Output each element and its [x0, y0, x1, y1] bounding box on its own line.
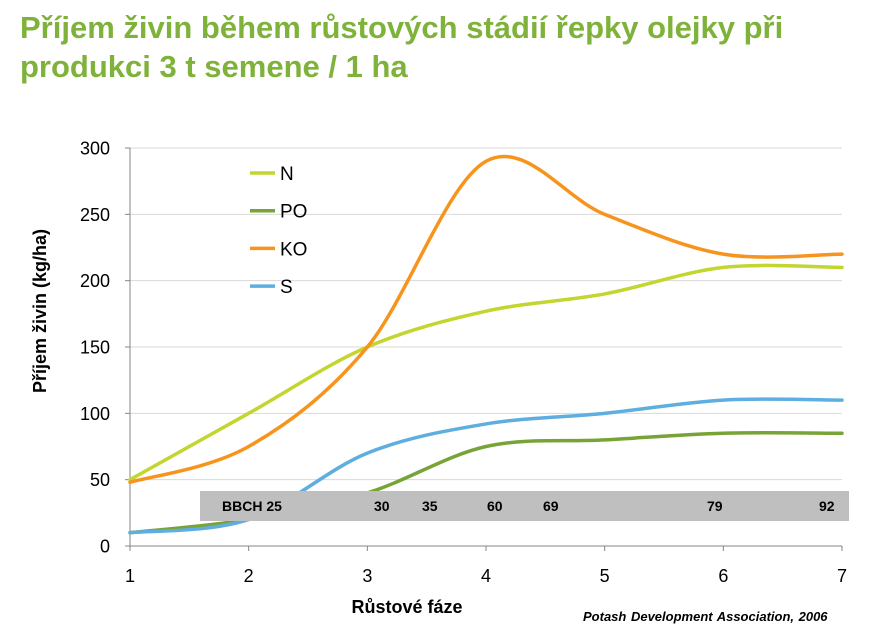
- x-tick-label: 4: [481, 566, 491, 586]
- gridlines: [130, 147, 842, 481]
- bbch-stage-label: 30: [374, 498, 390, 514]
- series-line-n: [128, 263, 844, 482]
- bbch-band: BBCH 25 30 35 60 69 79 92: [200, 491, 849, 521]
- x-tick-label: 5: [600, 566, 610, 586]
- y-tick-label: 200: [80, 271, 110, 291]
- x-tick-label: 3: [362, 566, 372, 586]
- y-tick-label: 0: [100, 537, 110, 557]
- y-tick-label: 150: [80, 338, 110, 358]
- series-lines: [128, 154, 844, 535]
- x-tick-label: 2: [244, 566, 254, 586]
- y-tick-label: 100: [80, 404, 110, 424]
- bbch-stage-label: BBCH 25: [222, 498, 282, 514]
- bbch-band-bar: [200, 491, 849, 521]
- y-axis-title: Příjem živin (kg/ha): [30, 229, 50, 393]
- bbch-stage-label: 60: [487, 498, 503, 514]
- bbch-stage-label: 69: [543, 498, 559, 514]
- x-tick-label: 1: [125, 566, 135, 586]
- bbch-stage-label: 35: [422, 498, 438, 514]
- axis-titles: Růstové fáze Příjem živin (kg/ha): [30, 229, 463, 617]
- series-line-ko: [128, 154, 844, 485]
- legend-label: S: [280, 277, 293, 298]
- bbch-stage-label: 92: [819, 498, 835, 514]
- legend-label: N: [280, 164, 294, 185]
- legend: N PO KO S: [250, 164, 307, 298]
- y-tick-label: 250: [80, 205, 110, 225]
- x-tick-label: 7: [837, 566, 847, 586]
- axes: 0 50 100 150 200 250 300 1 2 3 4 5 6 7: [80, 139, 847, 587]
- x-tick-label: 6: [718, 566, 728, 586]
- x-axis-title: Růstové fáze: [351, 597, 462, 617]
- bbch-stage-label: 79: [707, 498, 723, 514]
- legend-item-s: S: [250, 277, 293, 298]
- legend-item-ko: KO: [250, 239, 307, 260]
- source-note: Potash Development Association, 2006: [583, 609, 828, 624]
- legend-item-po: PO: [250, 202, 307, 223]
- legend-item-n: N: [250, 164, 294, 185]
- y-tick-label: 50: [90, 470, 110, 490]
- legend-label: PO: [280, 202, 307, 223]
- slide-title: Příjem živin během růstových stádií řepk…: [20, 10, 784, 84]
- legend-label: KO: [280, 239, 307, 260]
- y-tick-label: 300: [80, 139, 110, 159]
